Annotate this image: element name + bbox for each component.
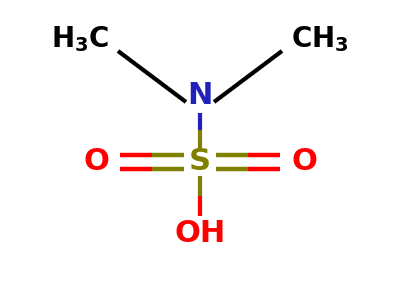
- Text: S: S: [189, 148, 211, 176]
- Text: OH: OH: [174, 220, 226, 248]
- Text: N: N: [187, 82, 213, 110]
- Text: $\mathregular{H_3C}$: $\mathregular{H_3C}$: [51, 24, 109, 54]
- Text: $\mathregular{CH_3}$: $\mathregular{CH_3}$: [291, 24, 349, 54]
- Text: O: O: [291, 148, 317, 176]
- Text: O: O: [83, 148, 109, 176]
